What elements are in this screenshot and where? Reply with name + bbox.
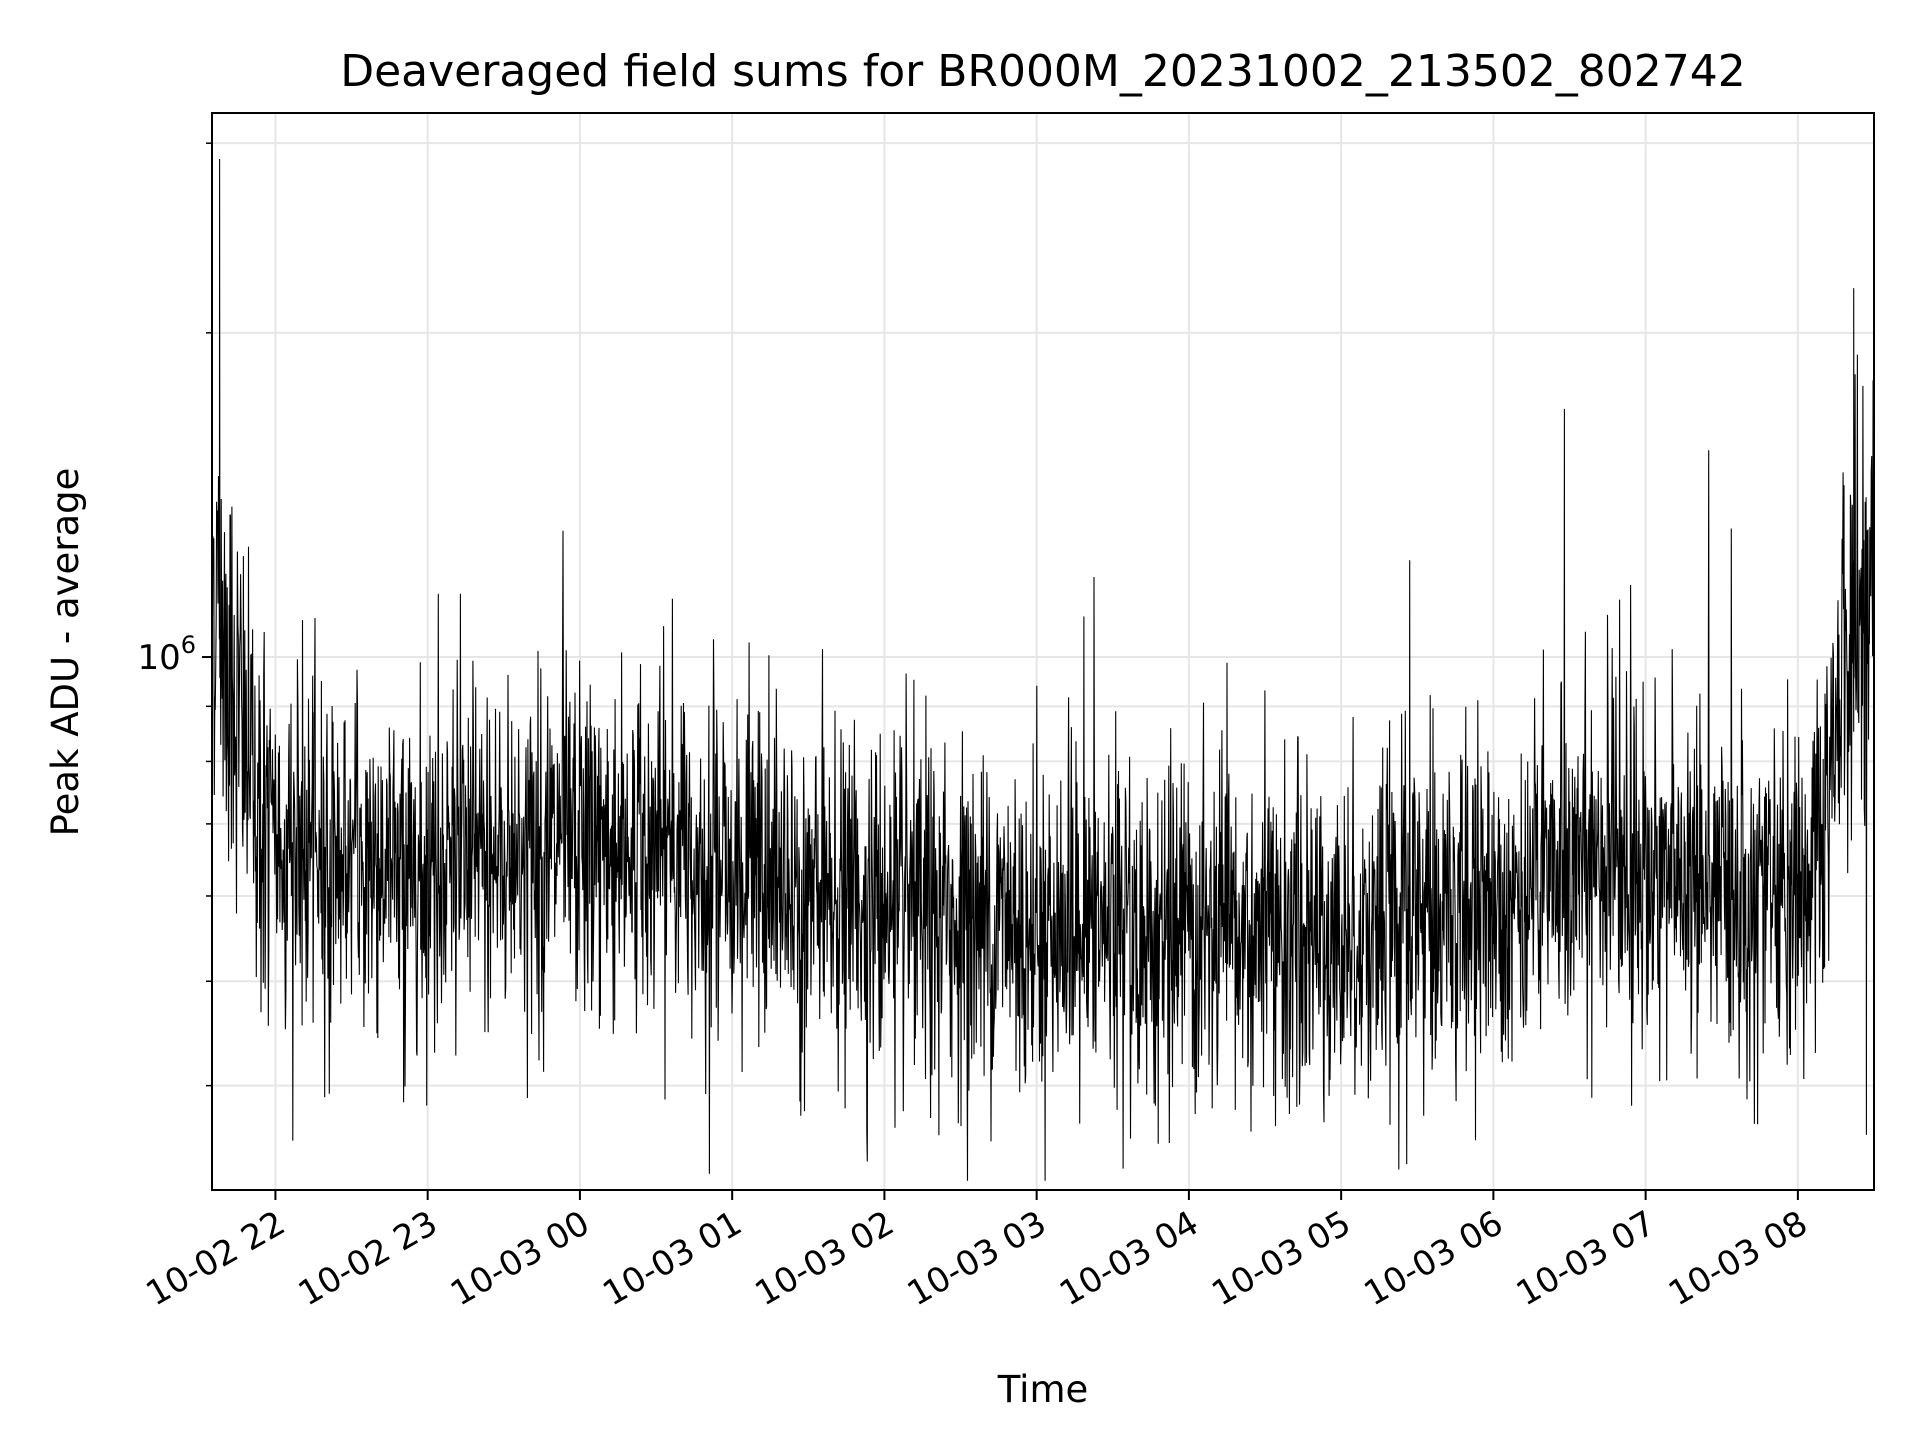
- plot-frame: [211, 112, 1875, 1191]
- series-layer: [211, 158, 1875, 1181]
- y-tick-base: 10: [137, 638, 180, 678]
- y-axis-label: Peak ADU - average: [44, 468, 87, 837]
- y-tick-major: 106: [137, 631, 196, 678]
- y-tick-exponent: 6: [181, 631, 196, 659]
- y-tick-label-major: 106: [137, 631, 196, 678]
- chart-title: Deaveraged field sums for BR000M_2023100…: [340, 46, 1746, 97]
- series-line: [211, 158, 1875, 1181]
- x-axis-label: Time: [997, 1368, 1089, 1411]
